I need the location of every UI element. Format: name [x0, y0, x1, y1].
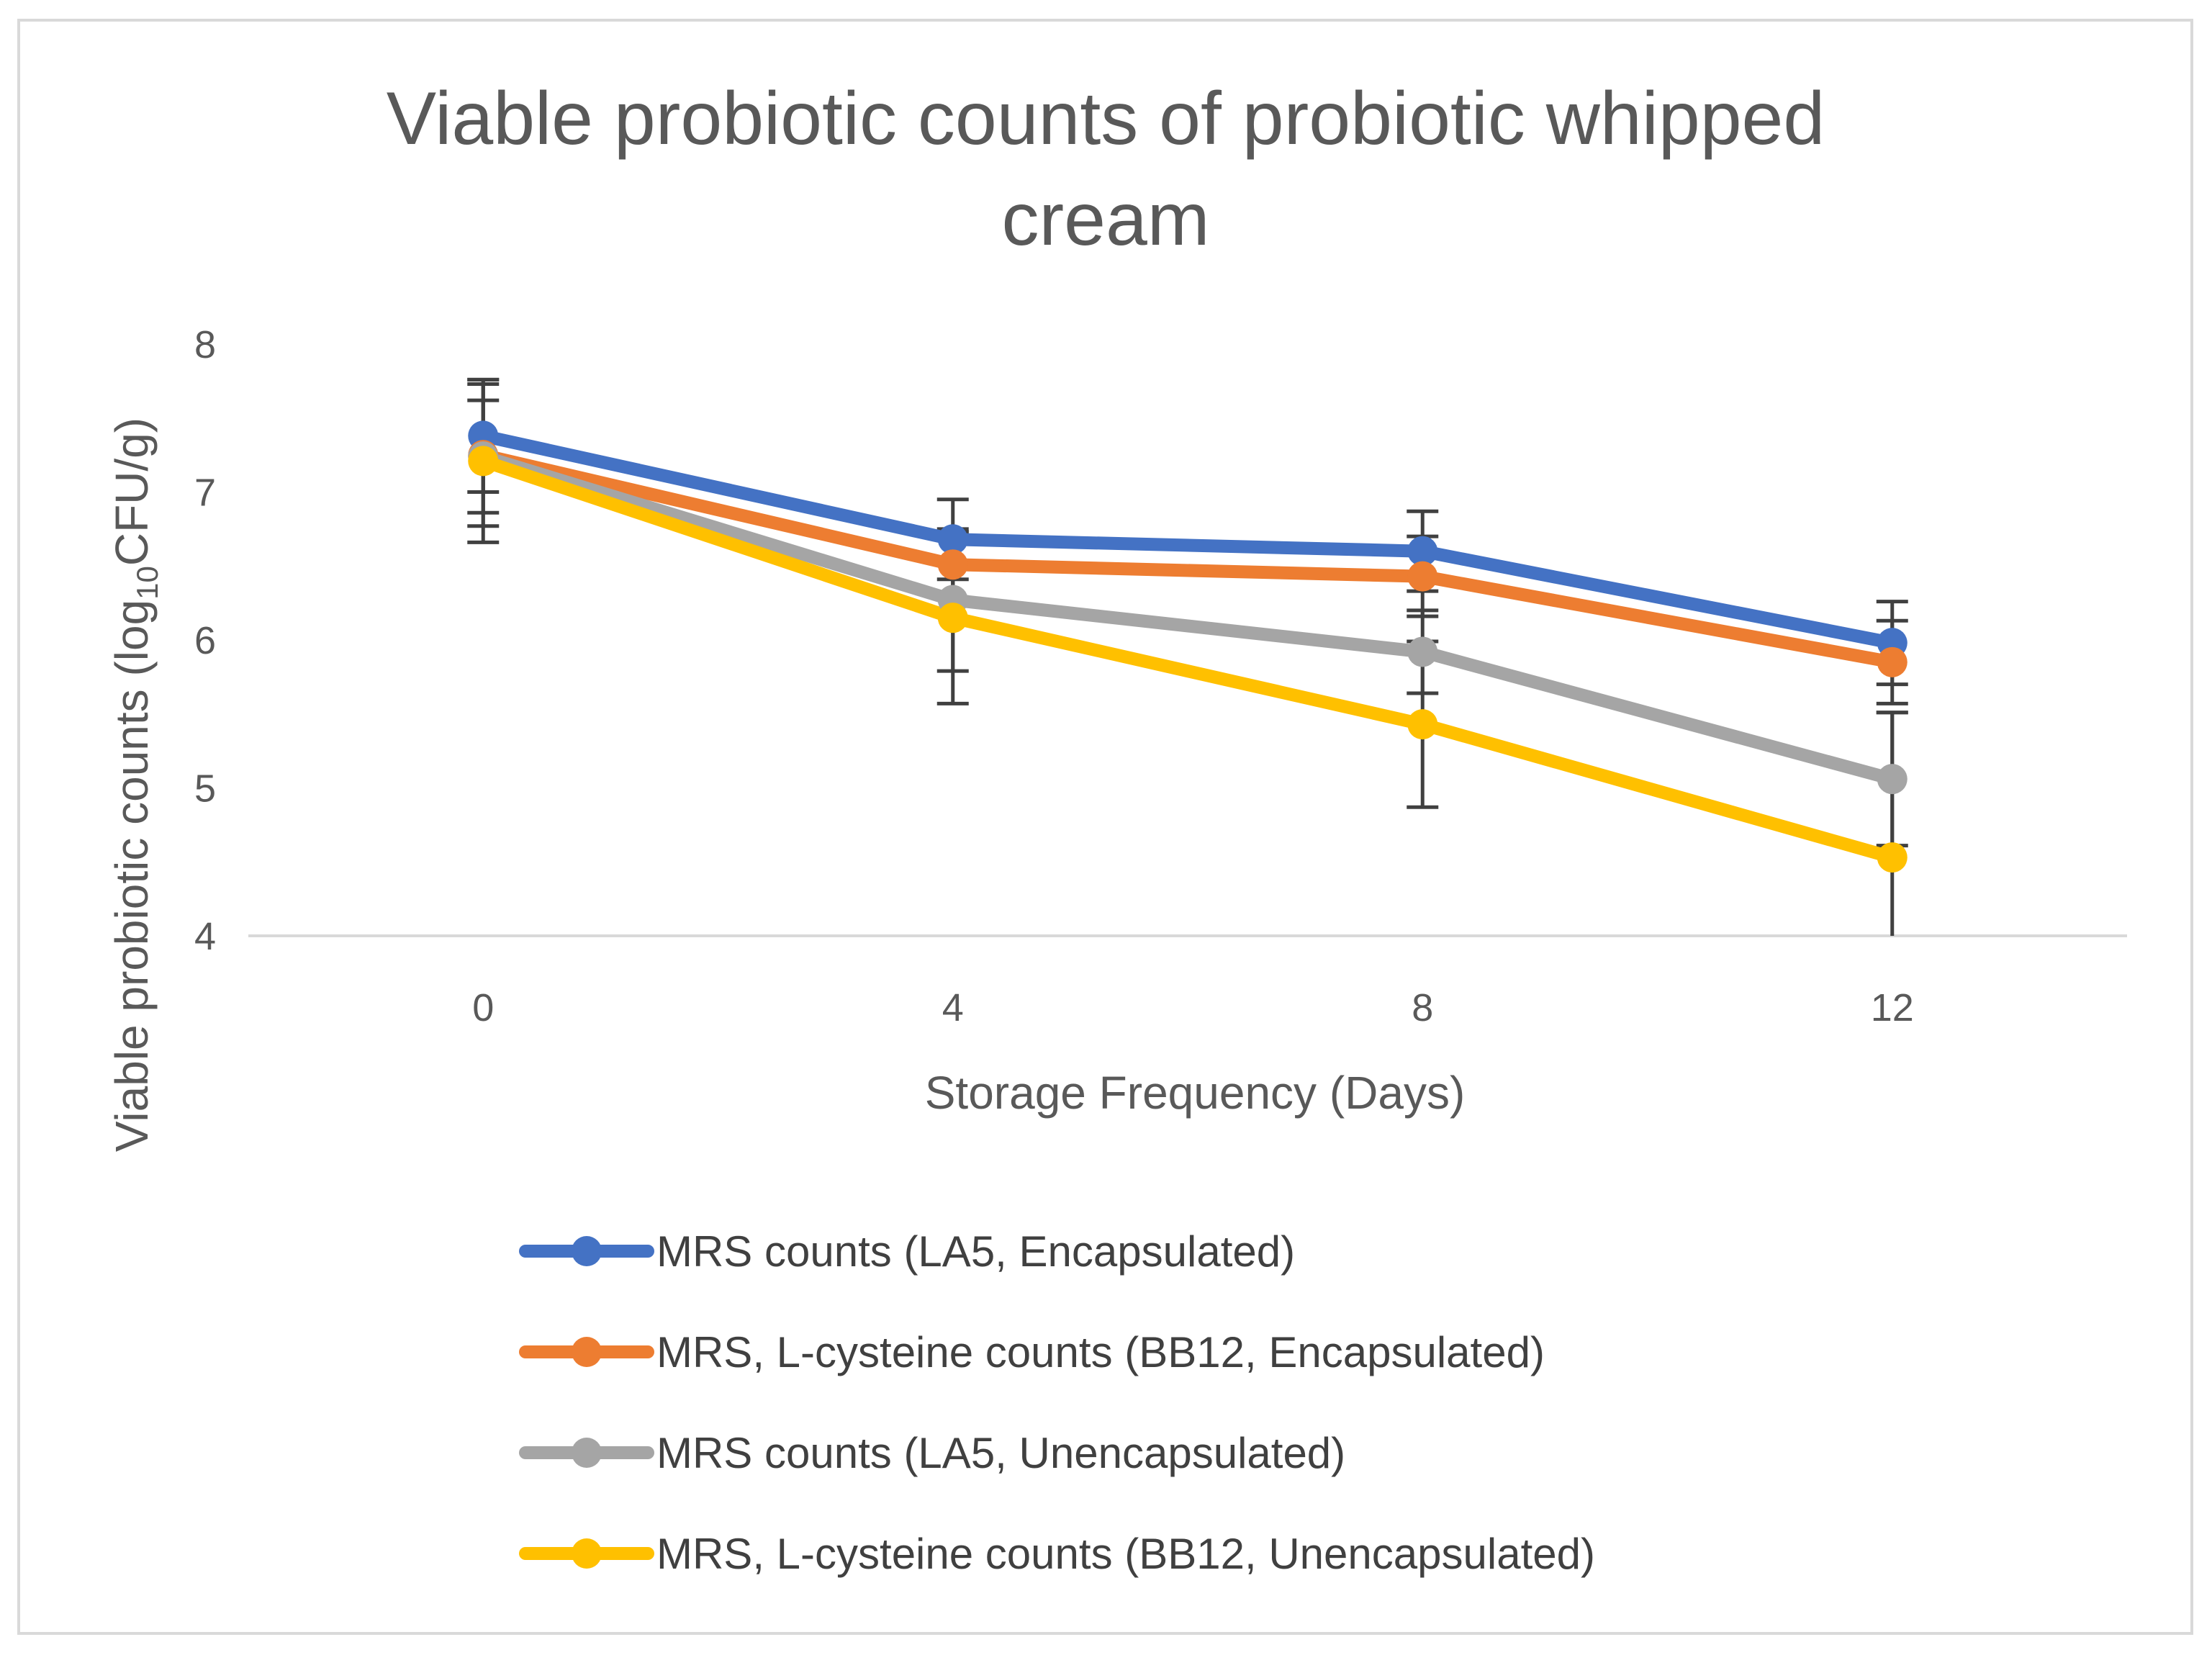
legend-item: MRS counts (LA5, Unencapsulated)	[519, 1429, 1345, 1477]
series-markers	[468, 420, 1908, 873]
legend-label: MRS counts (LA5, Encapsulated)	[656, 1227, 1295, 1276]
legend: MRS counts (LA5, Encapsulated) MRS, L-cys…	[519, 1227, 1595, 1578]
data-point	[937, 524, 968, 555]
x-tick-label: 4	[942, 986, 964, 1029]
legend-item: MRS, L-cysteine counts (BB12, Encapsulat…	[519, 1328, 1545, 1376]
series-line-4	[477, 454, 1899, 865]
x-tick-label: 0	[472, 986, 494, 1029]
data-point	[1407, 636, 1438, 667]
legend-item: MRS, L-cysteine counts (BB12, Unencapsul…	[519, 1530, 1595, 1578]
legend-item: MRS counts (LA5, Encapsulated)	[519, 1227, 1295, 1276]
y-axis-title-suffix: CFU/g)	[106, 418, 158, 566]
y-axis-title: Viable probiotic counts (log10CFU/g)	[106, 418, 164, 1152]
x-tick-labels: 0 4 8 12	[472, 986, 1914, 1029]
legend-swatch-marker	[572, 1438, 602, 1468]
x-tick-label: 8	[1412, 986, 1433, 1029]
legend-label: MRS, L-cysteine counts (BB12, Encapsulat…	[656, 1328, 1545, 1376]
error-bar	[1876, 711, 1908, 936]
data-point	[1407, 709, 1438, 740]
y-axis-title-subscript: 10	[130, 566, 164, 600]
data-point	[1877, 842, 1908, 873]
data-point	[1407, 536, 1438, 567]
y-tick-label: 4	[194, 915, 216, 958]
series-line-2	[477, 448, 1899, 669]
error-bars	[467, 377, 1908, 936]
data-point	[1877, 764, 1908, 795]
legend-swatch-marker	[572, 1538, 602, 1569]
x-axis-title: Storage Frequency (Days)	[925, 1067, 1466, 1119]
data-point	[937, 549, 968, 580]
data-point	[937, 603, 968, 633]
y-tick-label: 6	[194, 619, 216, 662]
chart-title-line-1: Viable probiotic counts of probiotic whi…	[387, 77, 1825, 161]
legend-label: MRS counts (LA5, Unencapsulated)	[656, 1429, 1345, 1477]
series-lines	[477, 429, 1899, 865]
y-tick-label: 7	[194, 472, 216, 515]
y-tick-label: 5	[194, 767, 216, 811]
data-point	[468, 446, 499, 477]
legend-swatch-marker	[572, 1337, 602, 1367]
legend-label: MRS, L-cysteine counts (BB12, Unencapsul…	[656, 1530, 1595, 1578]
series-line-3	[477, 450, 1899, 786]
y-tick-labels: 4 5 6 7 8	[194, 323, 216, 958]
chart-frame	[17, 19, 2193, 1635]
chart-title-line-2: cream	[1002, 178, 1210, 261]
x-tick-label: 12	[1871, 986, 1914, 1029]
y-axis-title-prefix: Viable probiotic counts (log	[106, 600, 158, 1152]
legend-swatch-marker	[572, 1236, 602, 1266]
data-point	[1407, 561, 1438, 592]
series-line-1	[477, 429, 1899, 650]
data-point	[1877, 646, 1908, 677]
y-tick-label: 8	[194, 323, 216, 366]
